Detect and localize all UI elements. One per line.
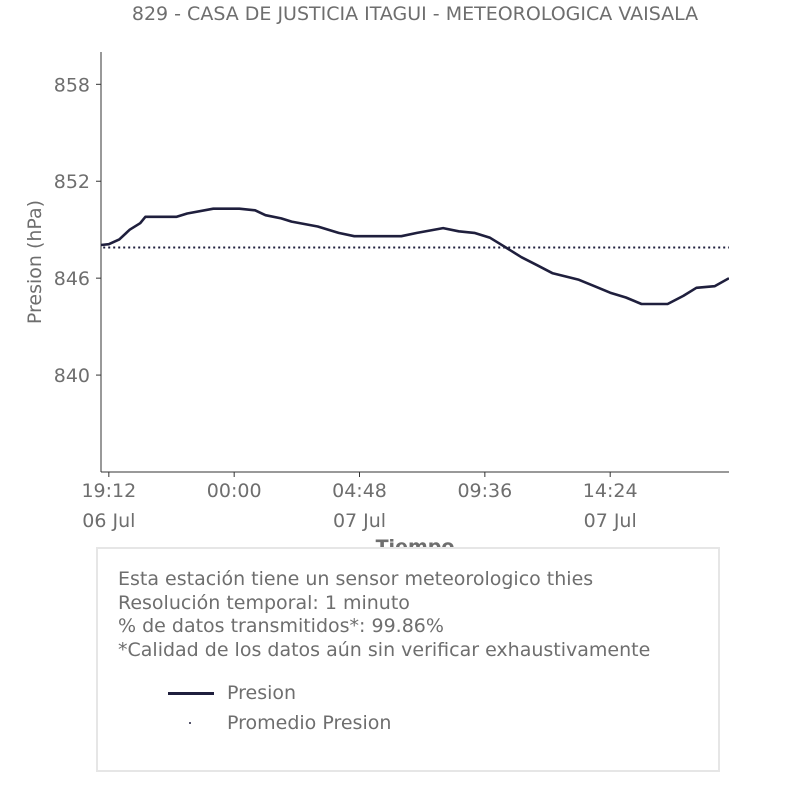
series-presion bbox=[101, 207, 729, 306]
x-tick-date-label: 07 Jul bbox=[584, 510, 637, 532]
legend-label-presion: Presion bbox=[227, 682, 297, 704]
y-tick-label: 858 bbox=[54, 74, 90, 96]
pressure-chart: 829 - CASA DE JUSTICIA ITAGUI - METEOROL… bbox=[24, 3, 729, 558]
info-line-sensor: Esta estación tiene un sensor meteorolog… bbox=[118, 568, 594, 590]
info-lines: Esta estación tiene un sensor meteorolog… bbox=[118, 568, 650, 662]
x-tick-time-label: 14:24 bbox=[583, 480, 638, 502]
plot-series bbox=[101, 207, 729, 306]
y-tick-label: 852 bbox=[54, 171, 90, 193]
x-tick-time-label: 04:48 bbox=[332, 480, 387, 502]
y-tick-label: 840 bbox=[54, 365, 90, 387]
info-line-quality: *Calidad de los datos aún sin verificar … bbox=[118, 638, 651, 661]
y-ticks: 840 846 852 858 bbox=[54, 74, 101, 387]
y-axis-label: Presion (hPa) bbox=[24, 200, 46, 324]
legend-dot-symbol bbox=[168, 711, 214, 735]
x-ticks: 19:12 06 Jul 00:00 04:48 07 Jul 09:36 14:24 07 … bbox=[81, 472, 638, 532]
info-box: Esta estación tiene un sensor meteorolog… bbox=[96, 547, 720, 772]
info-line-resolution: Resolución temporal: 1 minuto bbox=[118, 591, 410, 614]
legend-item-presion: Presion bbox=[168, 681, 296, 705]
legend-line-symbol bbox=[168, 681, 214, 705]
legend-item-promedio: Promedio Presion bbox=[168, 711, 391, 735]
x-tick-time-label: 00:00 bbox=[207, 480, 262, 502]
legend-label-promedio: Promedio Presion bbox=[227, 712, 392, 734]
info-line-transmitted: % de datos transmitidos*: 99.86% bbox=[118, 615, 444, 637]
x-tick-time-label: 19:12 bbox=[81, 480, 136, 502]
chart-title: 829 - CASA DE JUSTICIA ITAGUI - METEOROL… bbox=[132, 3, 698, 25]
y-tick-label: 846 bbox=[54, 268, 90, 290]
x-tick-date-label: 07 Jul bbox=[333, 510, 386, 532]
x-tick-date-label: 06 Jul bbox=[82, 510, 135, 532]
x-tick-time-label: 09:36 bbox=[457, 480, 512, 502]
